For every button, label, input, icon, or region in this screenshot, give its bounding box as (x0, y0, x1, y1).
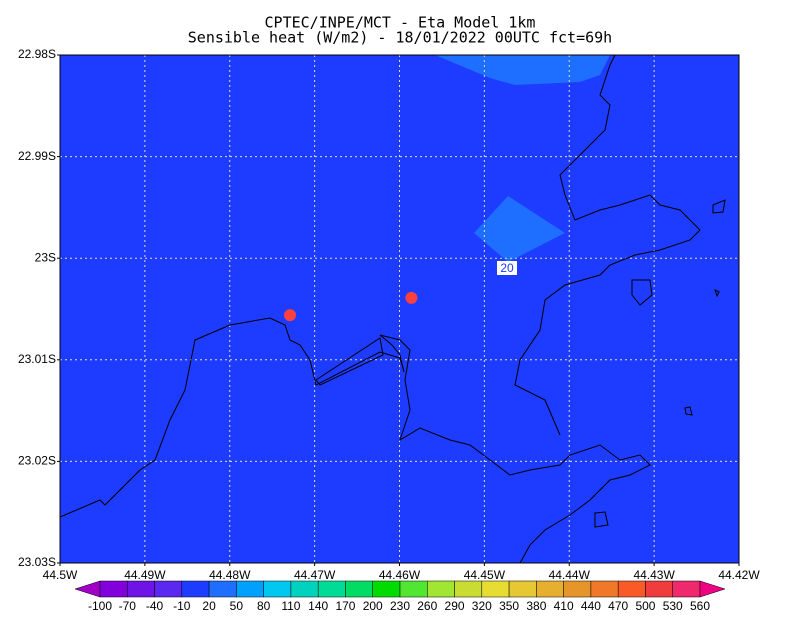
x-tick-label: 44.49W (124, 568, 166, 582)
island (594, 511, 609, 528)
colorbar-label: 140 (308, 599, 328, 613)
jetty (315, 337, 384, 386)
x-tick-label: 44.42W (718, 568, 760, 582)
colorbar-box (345, 580, 373, 598)
colorbar-box (127, 580, 155, 598)
colorbar-box (427, 580, 455, 598)
y-tick-label: 23S (35, 250, 56, 264)
colorbar-label: 410 (554, 599, 574, 613)
station-point (405, 291, 418, 304)
x-tick-label: 44.43W (633, 568, 675, 582)
contour-fill (435, 55, 610, 85)
colorbar-box (481, 580, 510, 598)
island (631, 279, 653, 306)
colorbar-end (74, 580, 101, 598)
colorbar-box (236, 580, 264, 598)
map-background (60, 55, 739, 563)
colorbar-label: 20 (202, 599, 216, 613)
colorbar-label: 80 (257, 599, 271, 613)
colorbar-box (399, 580, 428, 598)
colorbar-box (154, 580, 183, 598)
island (712, 199, 726, 214)
title: CPTEC/INPE/MCT - Eta Model 1km (265, 14, 536, 32)
colorbar-label: 350 (499, 599, 519, 613)
colorbar-label: 560 (690, 599, 710, 613)
colorbar-label: 500 (635, 599, 655, 613)
colorbar-box (454, 580, 483, 598)
colorbar-box (263, 580, 292, 598)
colorbar-label: 50 (230, 599, 244, 613)
contour-fill (474, 196, 565, 262)
y-tick-label: 23.02S (18, 454, 56, 468)
colorbar-label: 470 (608, 599, 628, 613)
colorbar-label: -70 (119, 599, 137, 613)
colorbar-box (508, 580, 537, 598)
colorbar-end (699, 580, 726, 598)
station-point (284, 309, 297, 322)
colorbar-label: 230 (390, 599, 410, 613)
x-tick-label: 44.44W (549, 568, 591, 582)
coastline (59, 317, 651, 564)
colorbar-box (590, 580, 619, 598)
colorbar-label: 320 (472, 599, 492, 613)
colorbar-box (99, 580, 128, 598)
colorbar-label: 530 (663, 599, 683, 613)
colorbar-label: 200 (363, 599, 383, 613)
colorbar-box (563, 580, 592, 598)
island (684, 406, 693, 416)
y-tick-label: 22.98S (18, 47, 56, 61)
x-tick-label: 44.47W (294, 568, 336, 582)
subtitle: Sensible heat (W/m2) - 18/01/2022 00UTC … (188, 29, 612, 47)
colorbar-label: -40 (146, 599, 164, 613)
y-tick-label: 23.03S (18, 555, 56, 569)
colorbar-box (372, 580, 401, 598)
colorbar-label: -100 (88, 599, 112, 613)
coastline (514, 54, 701, 436)
y-tick-label: 22.99S (18, 149, 56, 163)
x-tick-label: 44.45W (464, 568, 506, 582)
y-tick-label: 23.01S (18, 352, 56, 366)
colorbar-label: -10 (173, 599, 191, 613)
colorbar-box (208, 580, 237, 598)
x-tick-label: 44.46W (379, 568, 421, 582)
colorbar-box (617, 580, 646, 598)
contour-label-box (497, 261, 517, 275)
island (714, 289, 720, 298)
colorbar-box (181, 580, 210, 598)
colorbar-label: 170 (335, 599, 355, 613)
colorbar-label: 260 (417, 599, 437, 613)
colorbar-box (645, 580, 673, 598)
contour-label: 20 (500, 261, 514, 275)
colorbar-label: 380 (526, 599, 546, 613)
colorbar-box (672, 580, 701, 598)
colorbar-label: 290 (445, 599, 465, 613)
colorbar-box (536, 580, 564, 598)
x-tick-label: 44.5W (43, 568, 78, 582)
colorbar-box (290, 580, 319, 598)
colorbar-label: 110 (281, 599, 300, 613)
x-tick-label: 44.48W (209, 568, 251, 582)
colorbar-box (317, 580, 346, 598)
colorbar-label: 440 (581, 599, 601, 613)
